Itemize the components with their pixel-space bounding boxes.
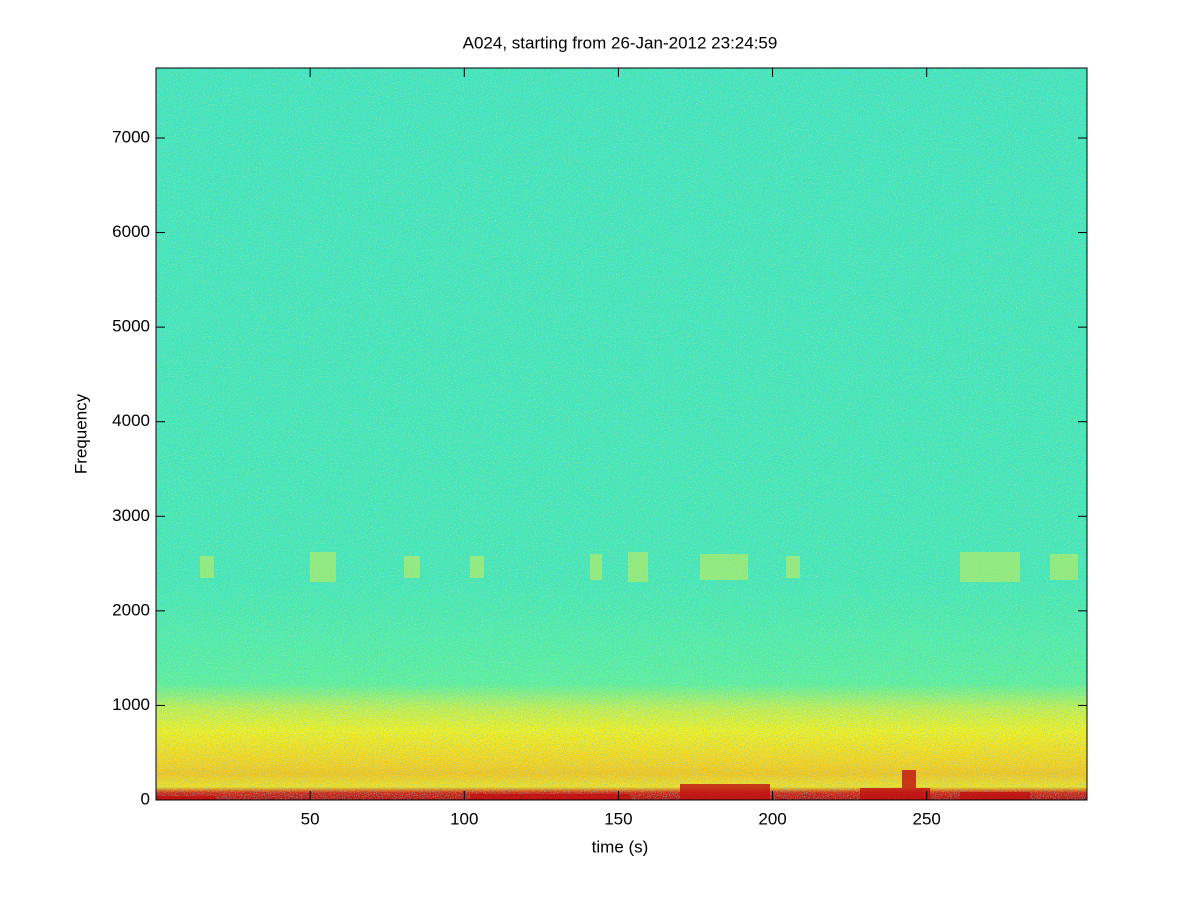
x-tick-label: 250 [913,809,941,828]
y-tick-label: 2000 [112,600,150,619]
x-tick-label: 100 [450,809,478,828]
y-tick-label: 0 [141,789,150,808]
y-axis-label: Frequency [71,393,90,474]
y-tick-label: 5000 [112,317,150,336]
spectrogram-image [156,68,1087,800]
y-tick-label: 3000 [112,506,150,525]
y-tick-label: 1000 [112,695,150,714]
x-tick-label: 200 [758,809,786,828]
y-tick-label: 6000 [112,222,150,241]
plot-frame [155,67,1088,801]
y-tick-label: 7000 [112,127,150,146]
y-tick-label: 4000 [112,411,150,430]
x-axis-label: time (s) [592,837,649,856]
x-tick-label: 50 [301,809,320,828]
chart-title: A024, starting from 26-Jan-2012 23:24:59 [463,33,778,52]
x-tick-label: 150 [604,809,632,828]
